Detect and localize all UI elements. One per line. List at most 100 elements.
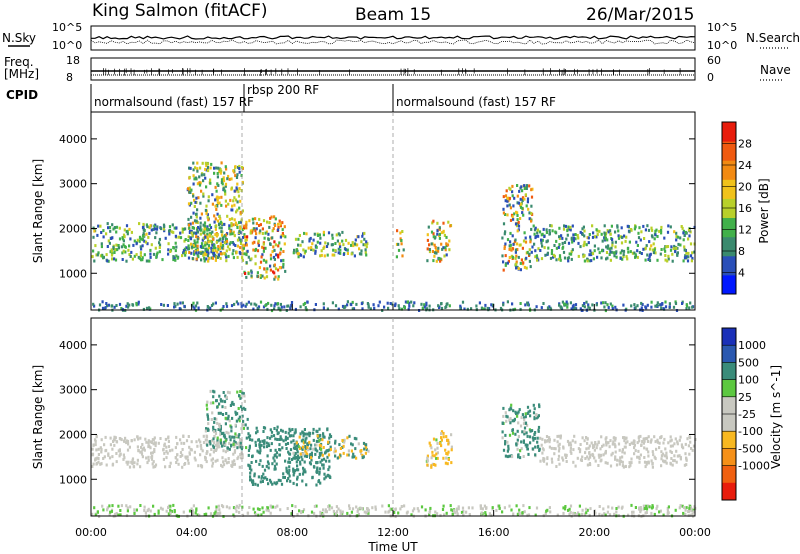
range-gate-cell xyxy=(609,439,612,443)
range-gate-cell xyxy=(187,256,191,260)
range-gate-cell xyxy=(144,511,147,515)
range-gate-cell xyxy=(304,249,307,253)
range-gate-cell xyxy=(290,440,293,444)
range-gate-cell xyxy=(215,505,218,509)
range-gate-cell xyxy=(646,253,649,257)
range-gate-cell xyxy=(421,306,424,310)
range-gate-cell xyxy=(645,244,648,248)
range-gate-cell xyxy=(365,448,368,452)
range-gate-cell xyxy=(216,421,219,425)
range-gate-cell xyxy=(316,470,319,474)
range-gate-cell xyxy=(288,434,291,438)
range-gate-cell xyxy=(231,232,234,236)
range-gate-cell xyxy=(436,446,439,450)
range-gate-cell xyxy=(117,449,120,453)
range-gate-cell xyxy=(549,307,553,311)
range-gate-cell xyxy=(632,439,636,443)
range-gate-cell xyxy=(620,460,623,463)
range-gate-cell xyxy=(101,254,104,258)
range-gate-cell xyxy=(601,513,604,517)
range-gate-cell xyxy=(637,236,641,240)
range-gate-cell xyxy=(519,261,522,265)
range-gate-cell xyxy=(664,249,667,253)
range-gate-cell xyxy=(520,258,523,262)
range-gate-cell xyxy=(286,436,289,440)
range-gate-cell xyxy=(257,450,260,454)
range-gate-cell xyxy=(121,251,124,255)
range-gate-cell xyxy=(526,303,529,307)
range-gate-cell xyxy=(540,257,544,261)
range-gate-cell xyxy=(285,469,288,473)
range-gate-cell xyxy=(179,231,182,235)
range-gate-cell xyxy=(202,253,205,257)
range-gate-cell xyxy=(216,198,219,202)
range-gate-cell xyxy=(613,442,616,446)
range-gate-cell xyxy=(530,227,533,231)
range-gate-cell xyxy=(225,302,228,306)
range-gate-cell xyxy=(186,455,189,459)
range-gate-cell xyxy=(92,443,95,447)
range-gate-cell xyxy=(225,239,229,243)
range-gate-cell xyxy=(154,463,158,467)
range-gate-cell xyxy=(504,411,507,415)
range-gate-cell xyxy=(270,303,273,307)
range-gate-cell xyxy=(241,209,244,213)
cpid-label: CPID xyxy=(6,88,38,102)
range-gate-cell xyxy=(328,436,331,440)
range-gate-cell xyxy=(623,436,626,440)
range-gate-cell xyxy=(357,235,360,239)
range-gate-cell xyxy=(261,506,264,510)
range-gate-cell xyxy=(633,227,636,231)
range-gate-cell xyxy=(548,436,551,440)
range-gate-cell xyxy=(565,453,568,457)
range-gate-cell xyxy=(519,243,522,247)
range-gate-cell xyxy=(223,222,226,226)
range-gate-cell xyxy=(262,242,265,246)
range-gate-cell xyxy=(604,309,607,313)
range-gate-cell xyxy=(158,250,161,254)
range-gate-cell xyxy=(141,234,145,238)
range-gate-cell xyxy=(322,513,325,517)
range-gate-cell xyxy=(106,508,109,512)
range-gate-cell xyxy=(279,435,282,439)
range-gate-cell xyxy=(258,266,261,270)
range-gate-cell xyxy=(519,268,522,272)
range-gate-cell xyxy=(676,454,679,458)
range-gate-cell xyxy=(682,229,685,233)
range-gate-cell xyxy=(100,231,103,234)
range-gate-cell xyxy=(295,447,299,451)
range-gate-cell xyxy=(102,229,105,233)
range-gate-cell xyxy=(110,249,113,253)
range-gate-cell xyxy=(672,459,675,463)
range-gate-cell xyxy=(516,229,519,233)
range-gate-cell xyxy=(288,457,291,461)
range-gate-cell xyxy=(257,243,260,247)
range-gate-cell xyxy=(126,229,129,233)
range-gate-cell xyxy=(270,505,273,509)
range-gate-cell xyxy=(399,237,402,241)
range-gate-cell xyxy=(567,441,571,445)
range-gate-cell xyxy=(241,180,244,184)
range-gate-cell xyxy=(462,513,465,517)
range-gate-cell xyxy=(146,225,149,229)
range-gate-cell xyxy=(595,235,598,239)
range-gate-cell xyxy=(619,456,622,460)
range-gate-cell xyxy=(502,211,505,215)
range-gate-cell xyxy=(611,307,614,311)
range-gate-cell xyxy=(676,246,679,250)
range-gate-cell xyxy=(214,227,217,231)
range-gate-cell xyxy=(150,228,153,232)
range-gate-cell xyxy=(299,452,302,456)
range-gate-cell xyxy=(202,434,205,438)
range-gate-cell xyxy=(228,442,231,445)
range-gate-cell xyxy=(213,448,216,452)
range-gate-cell xyxy=(234,221,238,225)
range-gate-cell xyxy=(128,244,131,248)
range-gate-cell xyxy=(581,436,584,440)
range-gate-cell xyxy=(660,231,663,235)
nave-tick-low: 0 xyxy=(707,71,714,84)
range-gate-cell xyxy=(122,233,126,237)
range-gate-cell xyxy=(237,302,240,306)
range-gate-cell xyxy=(192,168,195,172)
range-gate-cell xyxy=(239,246,242,250)
